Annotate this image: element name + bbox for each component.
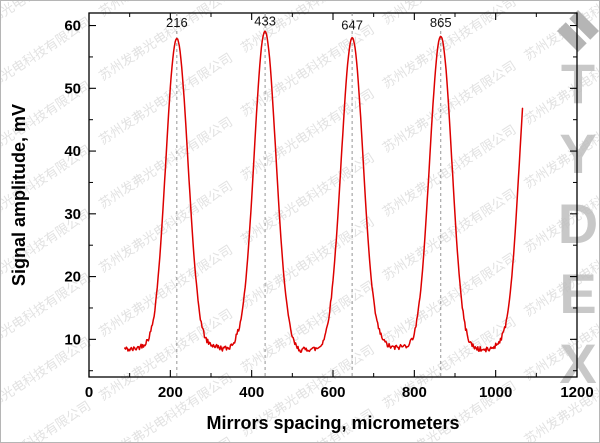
y-tick-label: 30	[64, 206, 81, 223]
tydex-letter: E	[559, 262, 596, 325]
signal-curve	[124, 30, 524, 353]
tydex-letter: D	[558, 192, 598, 255]
y-tick-label: 60	[64, 18, 81, 35]
watermark-text-line: 苏州发弗光电科技有限公司 苏州发弗光电科技有限公司 苏州发弗光电科技有限公司 苏…	[1, 1, 600, 368]
x-tick-label: 400	[239, 384, 264, 401]
y-tick-label: 40	[64, 143, 81, 160]
x-tick-label: 0	[85, 384, 93, 401]
x-tick-label: 600	[320, 384, 345, 401]
peak-label: 647	[341, 17, 363, 32]
tydex-letter: T	[561, 52, 595, 115]
tydex-letter: Y	[559, 122, 596, 185]
peak-label: 216	[166, 15, 188, 30]
x-tick-label: 200	[158, 384, 183, 401]
y-axis-title: Signal amplitude, mV	[9, 104, 29, 286]
y-tick-label: 20	[64, 269, 81, 286]
axes: 0 200 400 600 800 1000 1200 10 20 30 40 50 60	[64, 12, 594, 401]
y-tick-label: 10	[64, 331, 81, 348]
x-tick-label: 1000	[479, 384, 512, 401]
tydex-logo-slash	[560, 13, 596, 49]
y-tick-label: 50	[64, 80, 81, 97]
peak-label: 865	[430, 15, 452, 30]
peak-guide-lines	[176, 13, 442, 377]
tydex-letter: X	[559, 332, 596, 395]
signal-curve-group	[124, 30, 524, 353]
x-tick-label: 800	[402, 384, 427, 401]
x-axis-title: Mirrors spacing, micrometers	[206, 413, 459, 433]
peak-label: 433	[254, 14, 276, 29]
x-tick-label: 1200	[560, 384, 593, 401]
peak-labels: 216 433 647 865	[166, 14, 452, 33]
